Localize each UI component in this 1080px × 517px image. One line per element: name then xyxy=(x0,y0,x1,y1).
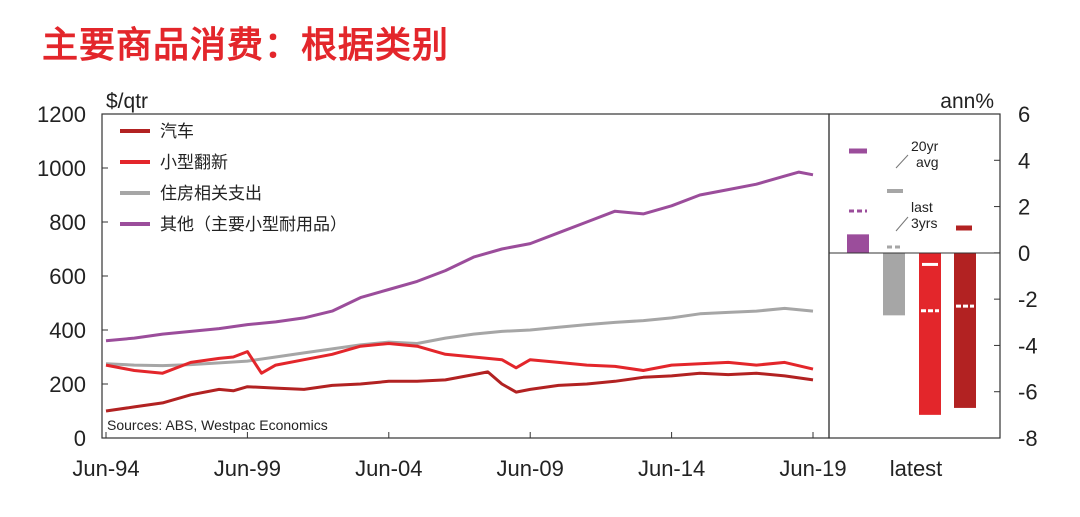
right-tick-label: -6 xyxy=(1018,380,1038,405)
left-tick-label: 800 xyxy=(49,210,86,235)
bar-chart-frame xyxy=(828,113,1001,439)
right-tick-label: 2 xyxy=(1018,195,1030,220)
line-series xyxy=(105,170,814,413)
left-tick-label: 400 xyxy=(49,318,86,343)
bar xyxy=(954,252,976,408)
left-tick-label: 200 xyxy=(49,372,86,397)
x-tick-label: Jun-19 xyxy=(779,456,846,481)
x-tick-label: Jun-99 xyxy=(214,456,281,481)
bar xyxy=(847,234,869,253)
bar-category-label: latest xyxy=(890,456,943,481)
right-axis-unit: ann% xyxy=(940,90,994,113)
left-y-axis: 0 200 400 600 800 1000 1200 xyxy=(37,102,108,451)
x-tick-label: Jun-94 xyxy=(72,456,139,481)
series-line-1 xyxy=(105,342,814,375)
bar xyxy=(919,252,941,415)
left-tick-label: 1200 xyxy=(37,102,86,127)
bar xyxy=(883,252,905,316)
right-tick-label: 4 xyxy=(1018,148,1030,173)
right-tick-label: 6 xyxy=(1018,102,1030,127)
right-tick-label: 0 xyxy=(1018,241,1030,266)
legend-label: 住房相关支出 xyxy=(160,184,262,204)
source-note: Sources: ABS, Westpac Economics xyxy=(107,417,328,433)
right-tick-label: -4 xyxy=(1018,333,1038,358)
right-tick-label: -8 xyxy=(1018,426,1038,451)
key-last-label: last 3yrs xyxy=(911,199,937,231)
x-tick-label: Jun-04 xyxy=(355,456,422,481)
legend-label: 其他（主要小型耐用品） xyxy=(160,215,347,235)
series-line-0 xyxy=(105,370,814,413)
key-avg-label: 20yr avg xyxy=(911,138,939,170)
legend-label: 汽车 xyxy=(160,122,194,142)
left-tick-label: 0 xyxy=(74,426,86,451)
bar-series xyxy=(847,234,976,415)
right-y-axis: -8 -6 -4 -2 0 2 4 6 xyxy=(994,102,1038,451)
key-pointer-last xyxy=(895,216,909,232)
series-line-2 xyxy=(105,306,814,368)
bar-key: 20yr avg last 3yrs xyxy=(849,138,972,249)
x-tick-label: Jun-14 xyxy=(638,456,705,481)
left-tick-label: 600 xyxy=(49,264,86,289)
legend-label: 小型翻新 xyxy=(160,153,228,173)
key-pointer-avg xyxy=(895,154,909,169)
page-title: 主要商品消费：根据类别 xyxy=(42,24,450,66)
left-axis-unit: $/qtr xyxy=(106,90,148,113)
x-tick-label: Jun-09 xyxy=(497,456,564,481)
series-line-3 xyxy=(105,170,814,343)
left-tick-label: 1000 xyxy=(37,156,86,181)
right-tick-label: -2 xyxy=(1018,287,1038,312)
x-axis: Jun-94 Jun-99 Jun-04 Jun-09 Jun-14 Jun-19 xyxy=(72,432,847,481)
